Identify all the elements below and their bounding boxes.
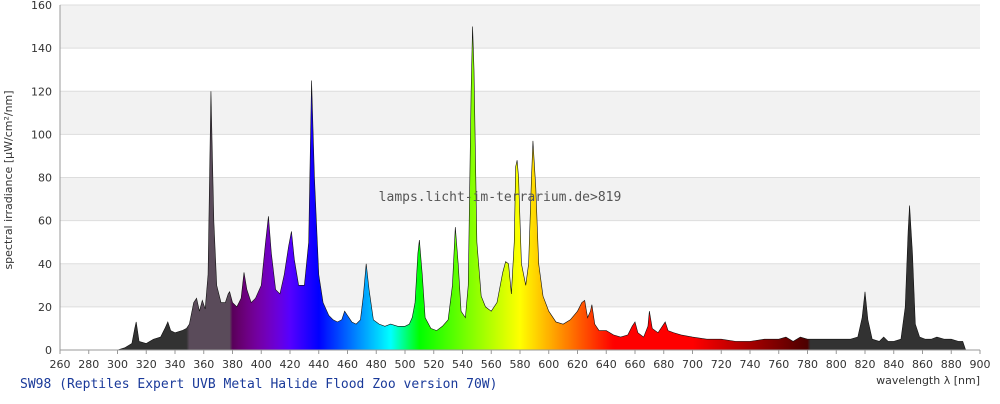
chart-title: SW98 (Reptiles Expert UVB Metal Halide F…: [20, 377, 497, 392]
x-axis-label: wavelength λ [nm]: [876, 374, 980, 387]
x-tick-label: 360: [193, 358, 214, 371]
x-tick-label: 440: [308, 358, 329, 371]
x-tick-label: 780: [797, 358, 818, 371]
x-tick-label: 620: [567, 358, 588, 371]
x-tick-label: 700: [682, 358, 703, 371]
y-tick-label: 20: [38, 301, 52, 314]
x-tick-label: 460: [337, 358, 358, 371]
x-tick-label: 760: [768, 358, 789, 371]
x-tick-label: 380: [222, 358, 243, 371]
x-tick-label: 340: [165, 358, 186, 371]
grid-band: [60, 48, 980, 92]
x-tick-label: 740: [740, 358, 761, 371]
y-axis-label: spectral irradiance [µW/cm²/nm]: [2, 90, 15, 269]
y-tick-label: 0: [45, 344, 52, 357]
grid-band: [60, 134, 980, 178]
x-tick-label: 800: [826, 358, 847, 371]
x-tick-label: 660: [625, 358, 646, 371]
x-tick-label: 880: [941, 358, 962, 371]
x-tick-label: 560: [481, 358, 502, 371]
watermark: lamps.licht-im-terrarium.de>819: [379, 190, 622, 205]
grid-band: [60, 91, 980, 135]
grid-band: [60, 5, 980, 49]
x-tick-label: 680: [653, 358, 674, 371]
y-tick-label: 120: [31, 85, 52, 98]
x-tick-label: 820: [855, 358, 876, 371]
x-tick-label: 300: [107, 358, 128, 371]
x-tick-label: 600: [538, 358, 559, 371]
y-tick-label: 160: [31, 0, 52, 12]
x-tick-label: 860: [912, 358, 933, 371]
x-tick-label: 420: [280, 358, 301, 371]
y-tick-label: 100: [31, 128, 52, 141]
y-tick-label: 80: [38, 172, 52, 185]
x-tick-label: 580: [510, 358, 531, 371]
x-tick-label: 840: [883, 358, 904, 371]
y-tick-label: 60: [38, 215, 52, 228]
x-tick-label: 480: [366, 358, 387, 371]
x-tick-label: 720: [711, 358, 732, 371]
y-tick-label: 140: [31, 42, 52, 55]
x-tick-label: 260: [50, 358, 71, 371]
x-tick-label: 900: [970, 358, 991, 371]
x-tick-label: 540: [452, 358, 473, 371]
x-tick-label: 280: [78, 358, 99, 371]
x-tick-label: 520: [423, 358, 444, 371]
spectrum-area: [117, 26, 967, 351]
x-tick-label: 320: [136, 358, 157, 371]
x-tick-label: 640: [596, 358, 617, 371]
x-tick-label: 500: [395, 358, 416, 371]
y-tick-label: 40: [38, 258, 52, 271]
x-tick-label: 400: [251, 358, 272, 371]
